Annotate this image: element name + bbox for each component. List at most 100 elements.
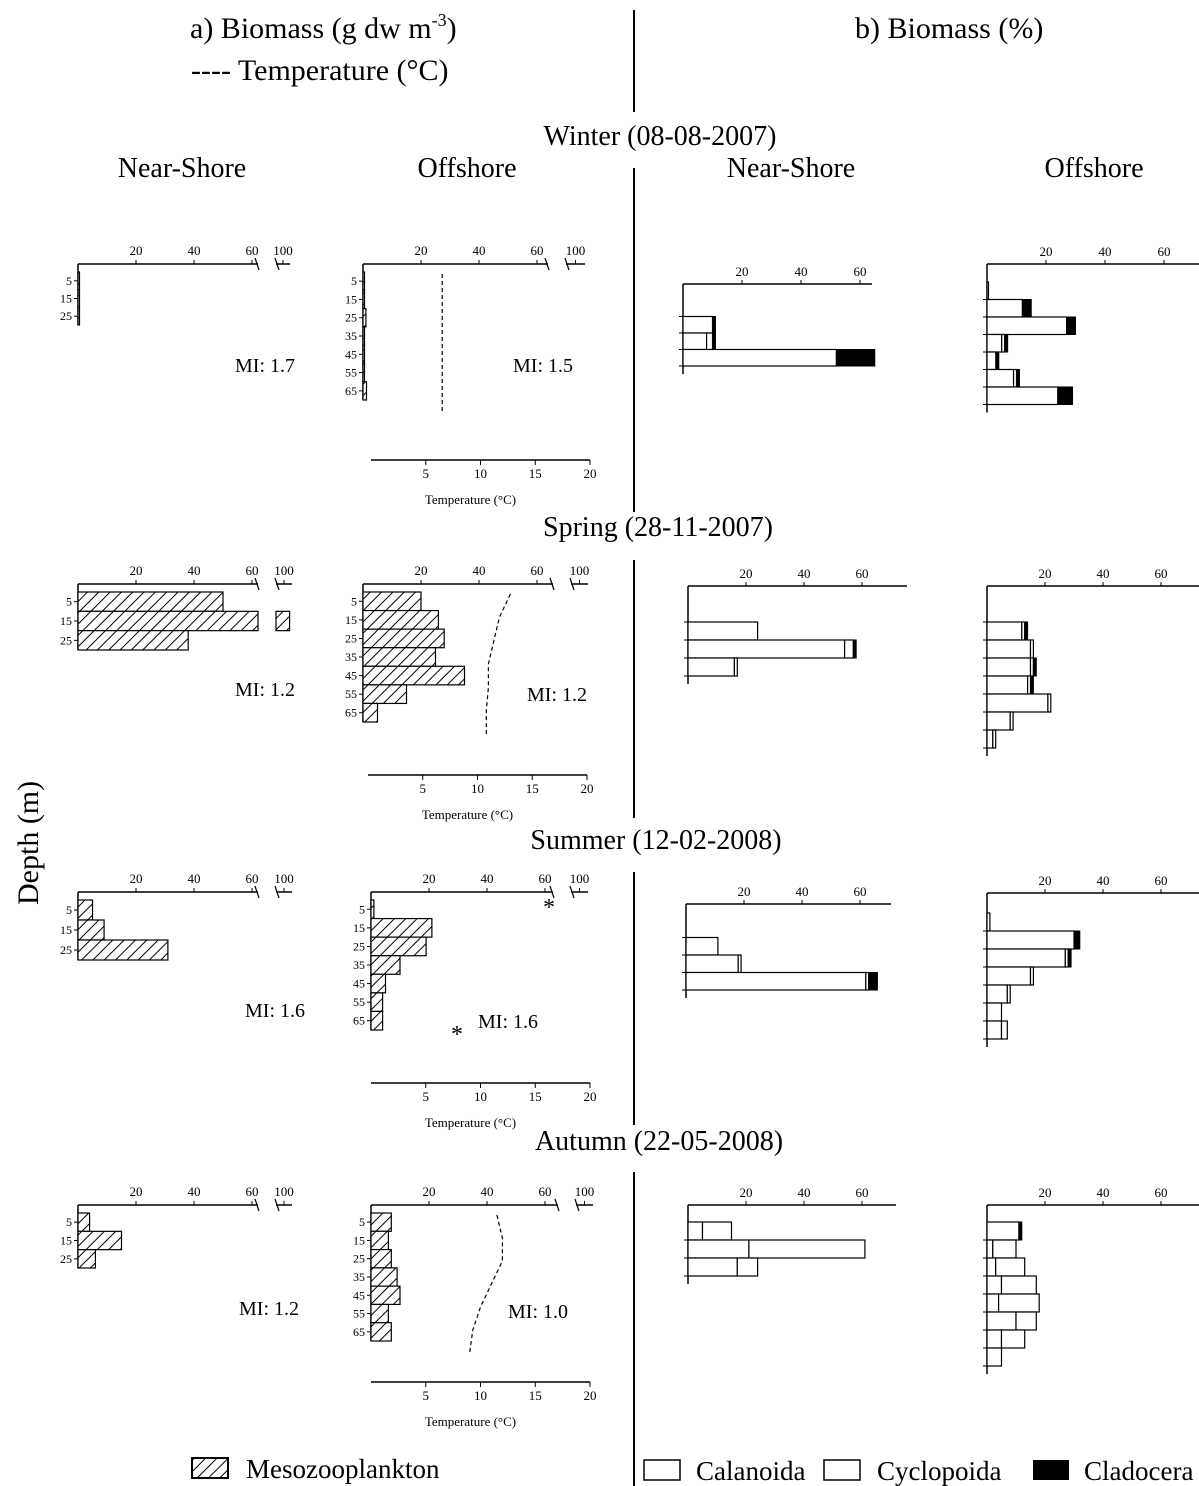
winter-offshore-x-tick-label-60: 60 xyxy=(531,243,544,258)
summer-pct-offshore-cyclopoida-4 xyxy=(1029,966,1035,986)
legend-cyclopoida-swatch xyxy=(823,1459,861,1481)
spring-pct-offshore-calanoida-2 xyxy=(986,621,1023,641)
autumn-offshore-x-tick-label-40: 40 xyxy=(481,1184,494,1199)
autumn-pct-offshore-cyclopoida-6 xyxy=(1015,1311,1037,1331)
spring-pct-offshore-cyclopoida-6 xyxy=(1047,693,1052,713)
panel-b-title: b) Biomass (%) xyxy=(855,12,1043,45)
winter-pct-offshore-x-tick-label-20: 20 xyxy=(1040,244,1053,259)
panel-a-subtitle: ---- Temperature (°C) xyxy=(191,54,449,87)
spring-near-shore-bar-5 xyxy=(77,591,224,612)
summer-pct-near-shore-cyclopoida-3 xyxy=(737,954,742,974)
spring-near-shore-y-tick-label-25: 25 xyxy=(60,633,72,647)
summer-near-shore-y-tick-label-25: 25 xyxy=(60,943,72,957)
autumn-near-shore-axis-break-1 xyxy=(254,1198,260,1212)
summer-temperature-tick-label-15: 15 xyxy=(529,1089,542,1104)
winter-offshore-y-tick-label-25: 25 xyxy=(345,311,357,325)
winter-offshore-y-tick-label-55: 55 xyxy=(345,366,357,380)
autumn-offshore-y-tick-label-35: 35 xyxy=(353,1270,365,1284)
col-near-shore-b: Near-Shore xyxy=(727,153,856,184)
autumn-offshore-axis-break-1 xyxy=(554,1198,560,1212)
summer-near-shore-bar-25 xyxy=(77,939,169,961)
winter-pct-offshore-calanoida-3 xyxy=(986,316,1068,336)
summer-pct-near-shore-calanoida-2 xyxy=(685,936,719,956)
spring-pct-offshore-calanoida-6 xyxy=(986,693,1049,713)
winter-pct-offshore-cladocera-4 xyxy=(1004,334,1009,353)
spring-pct-offshore-calanoida-4 xyxy=(986,657,1032,677)
winter-temperature-tick-label-20: 20 xyxy=(584,466,597,481)
summer-offshore-y-tick-label-45: 45 xyxy=(353,977,365,991)
winter-pct-offshore-cladocera-7 xyxy=(1057,386,1074,405)
spring-pct-offshore-cladocera-5 xyxy=(1030,675,1034,695)
autumn-offshore-bar-45 xyxy=(370,1285,401,1306)
spring-pct-near-shore-x-tick-label-40: 40 xyxy=(798,566,811,581)
spring-offshore-y-tick-label-25: 25 xyxy=(345,631,357,645)
spring-pct-near-shore-cyclopoida-4 xyxy=(733,657,738,677)
spring-offshore-y-tick-label-5: 5 xyxy=(351,594,357,608)
winter-offshore-axis-break-1 xyxy=(544,257,550,271)
spring-pct-offshore-x-tick-label-40: 40 xyxy=(1097,566,1110,581)
summer-offshore-y-tick-label-25: 25 xyxy=(353,939,365,953)
summer-pct-near-shore-calanoida-3 xyxy=(685,954,739,974)
season-title-summer: Summer (12-02-2008) xyxy=(530,825,781,856)
legend-cladocera-label: Cladocera xyxy=(1084,1456,1193,1486)
autumn-pct-near-shore-x-tick-label-20: 20 xyxy=(740,1185,753,1200)
autumn-near-shore-mi: MI: 1.2 xyxy=(239,1298,299,1320)
winter-offshore-y-tick-label-45: 45 xyxy=(345,347,357,361)
spring-near-shore-mi: MI: 1.2 xyxy=(235,679,295,701)
autumn-pct-offshore-cyclopoida-7 xyxy=(1000,1329,1026,1349)
winter-temperature-tick-label-15: 15 xyxy=(529,466,542,481)
autumn-temperature-tick-label-5: 5 xyxy=(423,1388,430,1403)
spring-pct-near-shore-x-tick-label-20: 20 xyxy=(740,566,753,581)
winter-temperature-tick-label-5: 5 xyxy=(423,466,430,481)
spring-pct-offshore-calanoida-7 xyxy=(986,711,1011,731)
legend-calanoida-label: Calanoida xyxy=(696,1456,805,1486)
spring-offshore-bar-15 xyxy=(362,609,440,630)
legend-cyclopoida-label: Cyclopoida xyxy=(877,1456,1001,1486)
summer-pct-offshore-cyclopoida-5 xyxy=(1006,984,1011,1004)
summer-pct-near-shore-x-tick-label-60: 60 xyxy=(854,884,867,899)
autumn-pct-offshore-cyclopoida-3 xyxy=(995,1257,1026,1277)
summer-offshore-bar-25 xyxy=(370,936,427,957)
winter-near-shore-bar-25 xyxy=(77,306,81,326)
spring-temperature-profile xyxy=(485,593,511,734)
spring-temperature-tick-label-15: 15 xyxy=(526,781,539,796)
winter-near-shore-axis-break-2 xyxy=(274,257,280,271)
summer-pct-offshore-calanoida-6 xyxy=(986,1002,1003,1022)
summer-offshore-asterisk-top: * xyxy=(543,895,555,921)
summer-pct-near-shore-cladocera-4 xyxy=(868,972,878,991)
summer-offshore-bar-15 xyxy=(370,917,433,938)
autumn-near-shore-y-tick-label-25: 25 xyxy=(60,1252,72,1266)
summer-offshore-axis-break-2 xyxy=(569,885,575,899)
summer-pct-offshore-calanoida-2 xyxy=(986,930,1075,950)
summer-pct-offshore-x-tick-label-40: 40 xyxy=(1097,873,1110,888)
summer-near-shore-bar-5 xyxy=(77,899,94,921)
winter-near-shore-x-tick-label-20: 20 xyxy=(130,243,143,258)
winter-offshore-x-tick-label-40: 40 xyxy=(473,243,486,258)
summer-pct-offshore-x-tick-label-60: 60 xyxy=(1155,873,1168,888)
winter-temperature-tick-label-10: 10 xyxy=(474,466,487,481)
summer-offshore-bar-45 xyxy=(370,973,387,994)
spring-offshore-y-tick-label-55: 55 xyxy=(345,687,357,701)
summer-offshore-y-tick-label-35: 35 xyxy=(353,958,365,972)
autumn-temperature-profile xyxy=(469,1214,503,1354)
autumn-temperature-axis-label: Temperature (°C) xyxy=(425,1414,516,1429)
autumn-pct-offshore-x-tick-label-40: 40 xyxy=(1097,1185,1110,1200)
autumn-pct-offshore-x-tick-label-20: 20 xyxy=(1039,1185,1052,1200)
winter-pct-offshore-cladocera-3 xyxy=(1066,316,1077,335)
winter-offshore-y-tick-label-15: 15 xyxy=(345,292,357,306)
autumn-near-shore-axis-break-2 xyxy=(274,1198,280,1212)
winter-pct-offshore-calanoida-7 xyxy=(986,386,1059,406)
winter-near-shore-y-tick-label-25: 25 xyxy=(60,309,72,323)
winter-offshore-x-tick-label-20: 20 xyxy=(415,243,428,258)
summer-offshore-asterisk-bottom: * xyxy=(451,1022,463,1048)
summer-pct-near-shore-x-tick-label-40: 40 xyxy=(796,884,809,899)
winter-pct-near-shore-x-tick-label-20: 20 xyxy=(736,264,749,279)
summer-offshore-bar-55 xyxy=(370,992,384,1013)
spring-pct-offshore-calanoida-5 xyxy=(986,675,1029,695)
summer-offshore-x-tick-label-40: 40 xyxy=(481,871,494,886)
spring-offshore-mi: MI: 1.2 xyxy=(527,684,587,706)
autumn-near-shore-bar-5 xyxy=(77,1212,91,1232)
autumn-offshore-y-tick-label-5: 5 xyxy=(359,1215,365,1229)
winter-offshore-axis-break-2 xyxy=(564,257,570,271)
summer-offshore-y-tick-label-55: 55 xyxy=(353,995,365,1009)
